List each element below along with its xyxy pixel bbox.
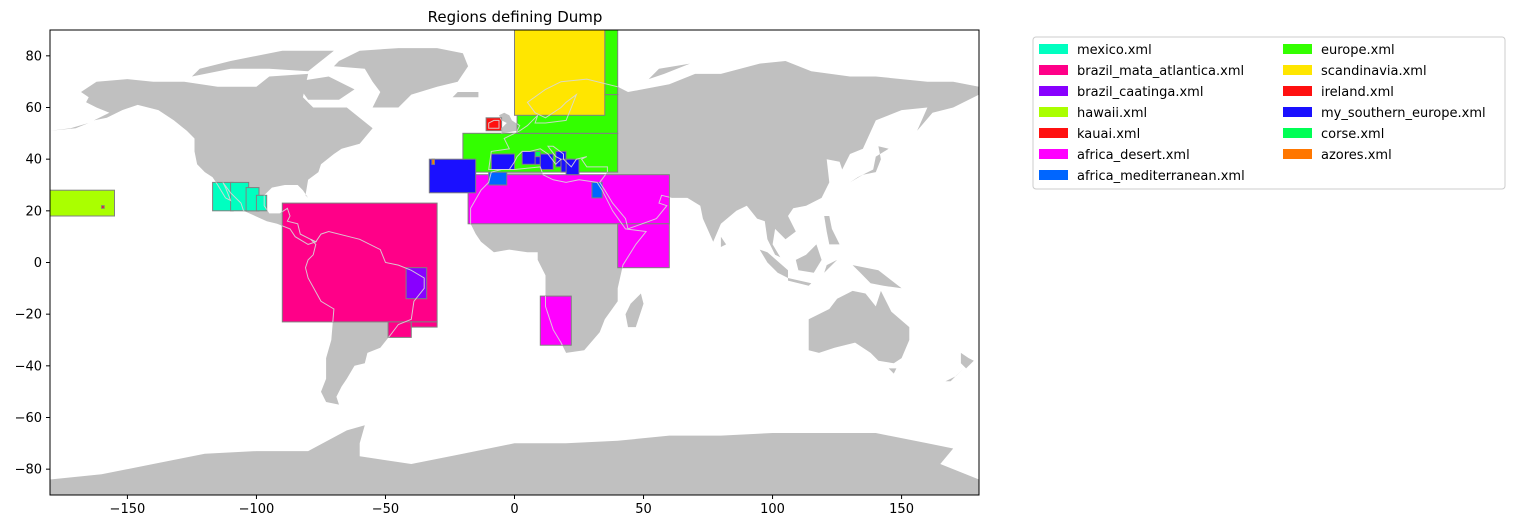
region-box-my-southern-europe-3 bbox=[534, 156, 541, 165]
legend-label: azores.xml bbox=[1321, 148, 1392, 163]
land-japan bbox=[850, 146, 889, 183]
legend-swatch bbox=[1039, 107, 1068, 117]
y-tick-label: 40 bbox=[25, 153, 42, 168]
region-box-ireland-0 bbox=[485, 117, 503, 132]
legend-label: corse.xml bbox=[1321, 127, 1384, 142]
x-axis: −150 −100 −50 0 50 100 150 bbox=[110, 495, 914, 517]
region-box-brazil-mata-atlantica-0 bbox=[281, 202, 438, 323]
region-box-azores-0 bbox=[431, 158, 435, 165]
region-box-my-southern-europe-7 bbox=[565, 158, 580, 176]
legend-label: brazil_caatinga.xml bbox=[1077, 85, 1203, 100]
y-tick-label: −20 bbox=[15, 308, 42, 323]
legend-frame bbox=[1032, 36, 1506, 190]
legend-label: africa_desert.xml bbox=[1077, 148, 1190, 163]
x-tick-label: 150 bbox=[889, 502, 914, 517]
land-borneo bbox=[795, 244, 822, 273]
x-tick-label: 0 bbox=[510, 502, 518, 517]
x-tick-label: 100 bbox=[760, 502, 785, 517]
land-arctic-islands bbox=[191, 50, 334, 77]
legend-swatch bbox=[1039, 170, 1068, 180]
legend-swatch bbox=[1039, 86, 1068, 96]
region-box-hawaii-0 bbox=[49, 189, 115, 217]
region-box-brazil-mata-atlantica-1 bbox=[387, 321, 412, 338]
land-north-america bbox=[81, 73, 373, 245]
land-antarctica bbox=[50, 425, 979, 495]
land-iceland bbox=[452, 92, 479, 98]
coastline-ireland bbox=[488, 119, 500, 129]
legend-swatch bbox=[1283, 107, 1312, 117]
legend-label: scandinavia.xml bbox=[1321, 64, 1427, 79]
land-australia bbox=[808, 290, 910, 364]
region-box-africa-mediterranean-0 bbox=[488, 171, 508, 186]
region-box-brazil-caatinga-0 bbox=[405, 267, 428, 300]
y-tick-label: 20 bbox=[25, 204, 42, 219]
land-sri-lanka bbox=[720, 236, 727, 247]
legend-swatch bbox=[1039, 44, 1068, 54]
y-tick-label: −80 bbox=[15, 463, 42, 478]
region-boxes bbox=[49, 29, 670, 346]
land-uk bbox=[499, 112, 520, 134]
chart-title: Regions defining Dump bbox=[428, 8, 603, 26]
land-sulawesi bbox=[821, 259, 838, 276]
plot-area bbox=[49, 29, 980, 496]
region-box-corse-0 bbox=[534, 150, 541, 158]
coastline-south-america bbox=[304, 230, 425, 346]
land-greenland bbox=[333, 48, 469, 108]
coastline-eurasia bbox=[488, 60, 670, 259]
legend: mexico.xml brazil_mata_atlantica.xmlbrazi… bbox=[1032, 36, 1506, 190]
legend-swatch bbox=[1283, 44, 1312, 54]
legend-swatch bbox=[1283, 128, 1312, 138]
legend-swatch bbox=[1283, 149, 1312, 159]
land-madagascar bbox=[625, 293, 644, 328]
land-indonesia-1 bbox=[759, 249, 788, 278]
region-box-africa-desert-2 bbox=[539, 295, 572, 346]
land-indonesia-2 bbox=[788, 278, 812, 286]
legend-label: ireland.xml bbox=[1321, 85, 1394, 100]
legend-label: kauai.xml bbox=[1077, 127, 1140, 142]
x-tick-label: −50 bbox=[372, 502, 399, 517]
x-tick-label: −150 bbox=[110, 502, 146, 517]
y-tick-label: −60 bbox=[15, 411, 42, 426]
legend-swatch bbox=[1283, 65, 1312, 75]
y-axis: −80 −60 −40 −20 0 20 40 60 80 bbox=[15, 49, 50, 478]
y-tick-label: 80 bbox=[25, 49, 42, 64]
region-box-brazil-mata-atlantica-2 bbox=[410, 321, 438, 328]
y-tick-label: 0 bbox=[34, 256, 42, 271]
legend-swatch bbox=[1039, 128, 1068, 138]
x-tick-label: 50 bbox=[635, 502, 652, 517]
legend-label: brazil_mata_atlantica.xml bbox=[1077, 64, 1244, 79]
land-tasmania bbox=[888, 368, 897, 374]
land-novaya-zemlya bbox=[648, 63, 690, 80]
legend-label: europe.xml bbox=[1321, 43, 1395, 58]
region-box-my-southern-europe-4 bbox=[539, 153, 554, 170]
legend-swatch bbox=[1283, 86, 1312, 96]
y-tick-label: 60 bbox=[25, 101, 42, 116]
land-new-guinea bbox=[852, 265, 902, 289]
legend-swatch bbox=[1039, 65, 1068, 75]
land-new-zealand-1 bbox=[960, 352, 974, 369]
legend-label: mexico.xml bbox=[1077, 43, 1152, 58]
region-box-mexico-3 bbox=[255, 194, 268, 212]
legend-label: africa_mediterranean.xml bbox=[1077, 169, 1245, 184]
legend-label: hawaii.xml bbox=[1077, 106, 1147, 121]
legend-label: my_southern_europe.xml bbox=[1321, 106, 1486, 121]
y-tick-label: −40 bbox=[15, 359, 42, 374]
region-box-kauai-0 bbox=[101, 205, 105, 209]
region-box-my-southern-europe-0 bbox=[428, 158, 477, 194]
x-tick-label: −100 bbox=[239, 502, 275, 517]
legend-swatch bbox=[1039, 149, 1068, 159]
land-baffin bbox=[295, 76, 355, 100]
land-philippines bbox=[824, 216, 840, 245]
